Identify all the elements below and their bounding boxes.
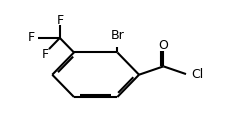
Text: F: F — [42, 48, 49, 61]
Text: Cl: Cl — [191, 68, 203, 81]
Text: Br: Br — [110, 29, 124, 42]
Text: F: F — [56, 14, 63, 27]
Text: O: O — [158, 39, 168, 52]
Text: F: F — [28, 31, 35, 44]
